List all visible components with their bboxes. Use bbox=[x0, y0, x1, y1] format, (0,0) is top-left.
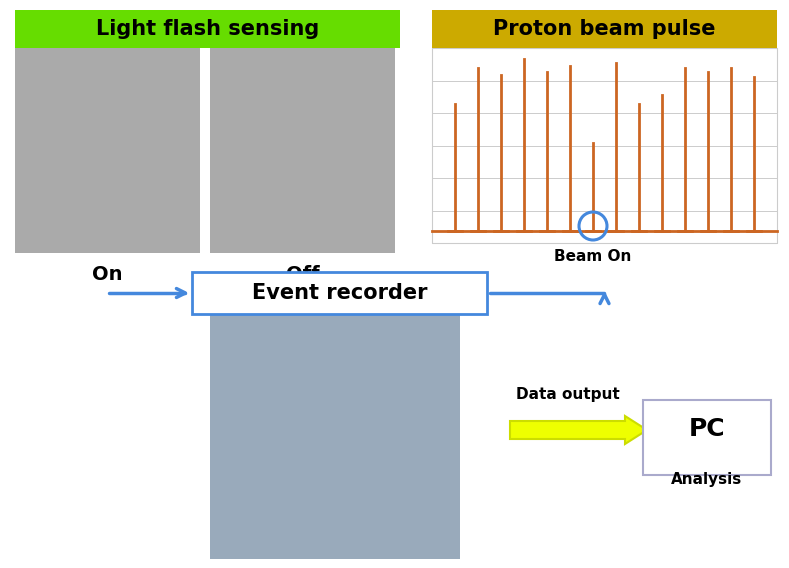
Text: PC: PC bbox=[689, 417, 725, 441]
Bar bbox=[15, 48, 200, 253]
FancyArrow shape bbox=[510, 416, 647, 444]
Text: Analysis: Analysis bbox=[671, 472, 742, 487]
Text: Proton beam pulse: Proton beam pulse bbox=[493, 19, 716, 39]
Bar bbox=[210, 48, 395, 253]
Text: Light flash sensing: Light flash sensing bbox=[96, 19, 319, 39]
Text: Event recorder: Event recorder bbox=[252, 283, 428, 303]
Text: On: On bbox=[92, 265, 123, 285]
Bar bbox=[15, 10, 400, 48]
Bar bbox=[432, 48, 777, 243]
Bar bbox=[432, 10, 777, 48]
Text: Beam On: Beam On bbox=[555, 249, 632, 264]
Bar bbox=[192, 272, 487, 314]
Text: Off: Off bbox=[286, 265, 320, 285]
Bar bbox=[210, 314, 460, 559]
Text: Data output: Data output bbox=[516, 387, 619, 402]
Bar bbox=[643, 400, 771, 475]
